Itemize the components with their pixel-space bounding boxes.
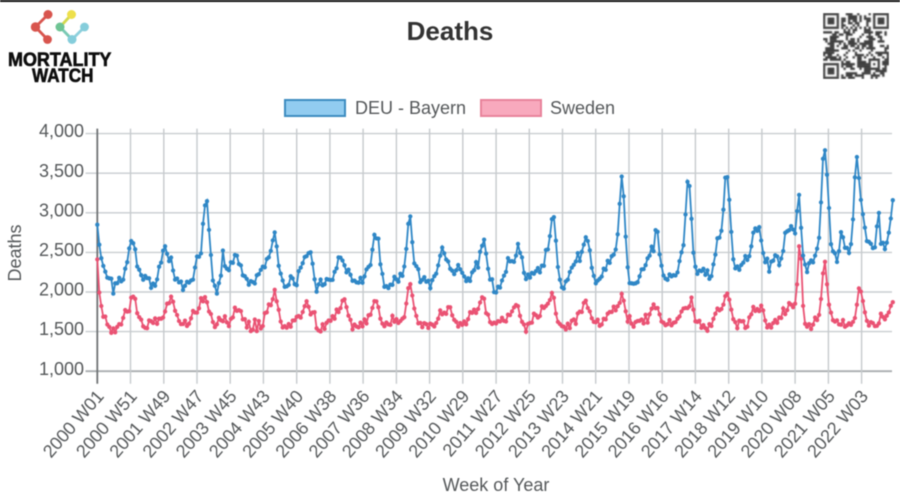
svg-text:Deaths: Deaths xyxy=(5,224,25,281)
svg-text:1,500: 1,500 xyxy=(39,319,84,339)
svg-text:1,000: 1,000 xyxy=(39,359,84,379)
svg-text:3,500: 3,500 xyxy=(39,161,84,181)
svg-text:2,500: 2,500 xyxy=(39,240,84,260)
svg-text:3,000: 3,000 xyxy=(39,200,84,220)
svg-text:2,000: 2,000 xyxy=(39,280,84,300)
svg-text:Week of Year: Week of Year xyxy=(443,475,550,495)
svg-text:4,000: 4,000 xyxy=(39,121,84,141)
